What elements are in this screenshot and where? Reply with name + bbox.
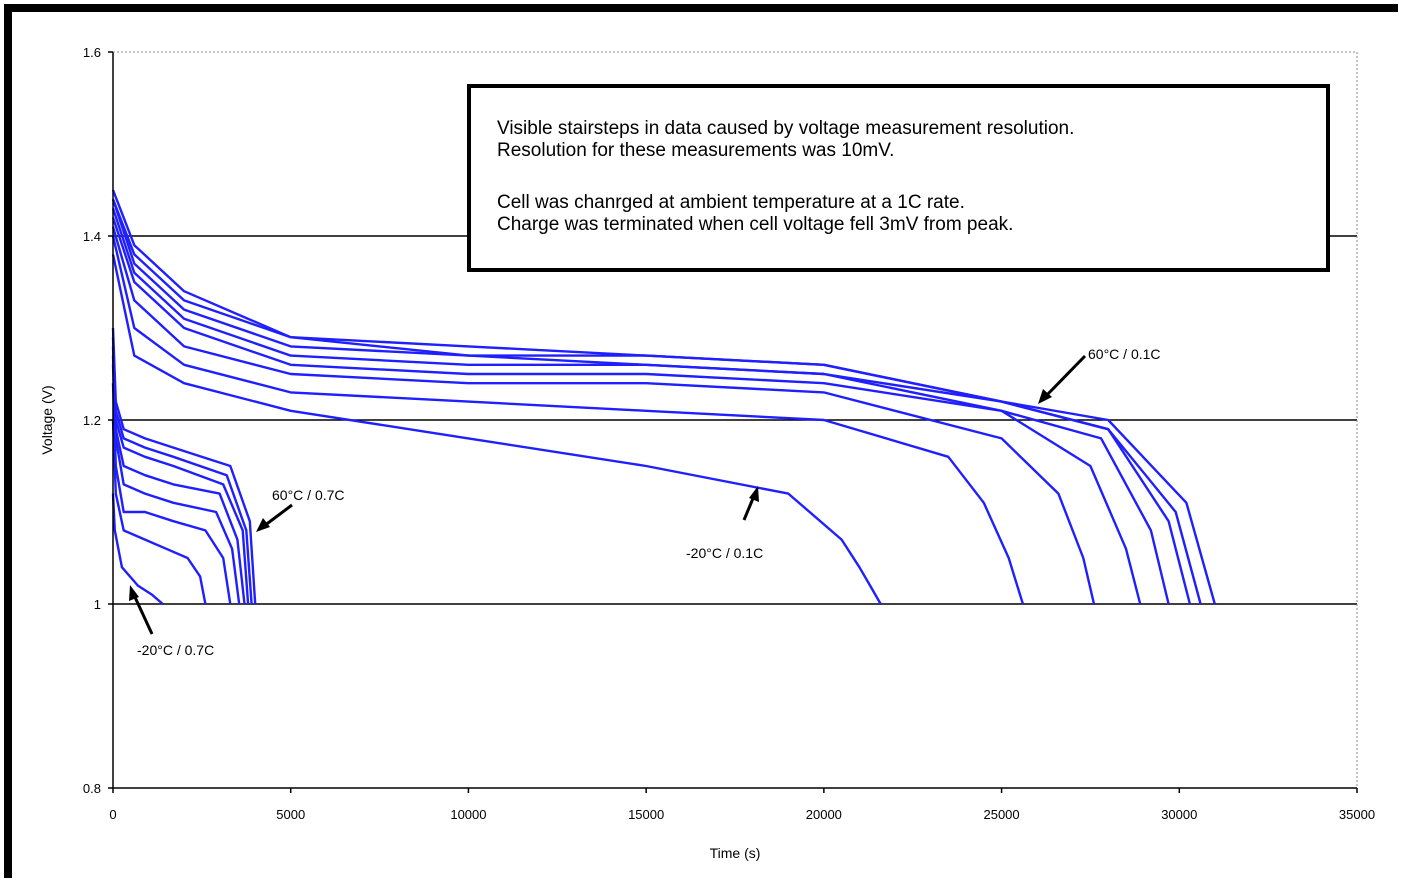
y-tick-label: 1.2 — [83, 413, 101, 428]
annotation-60c-07c: 60°C / 0.7C — [256, 487, 345, 532]
x-tick-label: 5000 — [276, 807, 305, 822]
series-line-14 — [111, 346, 250, 605]
x-tick-label: 35000 — [1339, 807, 1375, 822]
series-line-2 — [111, 235, 1025, 605]
y-tick-label: 1.6 — [83, 45, 101, 60]
annotation-arrow-60c-07c — [263, 503, 293, 528]
series-line-11 — [111, 383, 232, 605]
x-tick-label: 0 — [109, 807, 116, 822]
x-axis-title: Time (s) — [710, 845, 761, 861]
series-line-8 — [111, 189, 1216, 605]
data-series — [111, 189, 1216, 605]
annotation-m20c-07c: -20°C / 0.7C — [129, 585, 214, 658]
x-tick-label: 10000 — [450, 807, 486, 822]
measurement-note-box: Visible stairsteps in data caused by vol… — [467, 84, 1330, 272]
annotation-label-60c-01c: 60°C / 0.1C — [1088, 346, 1161, 362]
note-line-4: Charge was terminated when cell voltage … — [497, 214, 1014, 235]
y-tick-label: 0.8 — [83, 781, 101, 796]
annotation-arrow-60c-01c — [1043, 354, 1087, 399]
y-tick-label: 1.4 — [83, 229, 101, 244]
series-line-3 — [111, 226, 1096, 605]
series-line-4 — [111, 217, 1142, 605]
arrowhead-icon — [256, 518, 270, 532]
arrowhead-icon — [749, 486, 759, 502]
x-tick-label: 30000 — [1161, 807, 1197, 822]
note-line-3: Cell was chanrged at ambient temperature… — [497, 192, 965, 213]
annotation-label-m20c-01c: -20°C / 0.1C — [686, 545, 763, 561]
annotation-m20c-01c: -20°C / 0.1C — [686, 486, 763, 561]
annotation-60c-01c: 60°C / 0.1C — [1038, 346, 1161, 404]
annotation-label-60c-07c: 60°C / 0.7C — [272, 487, 345, 503]
annotation-arrow-m20c-07c — [132, 594, 154, 635]
axis-ticks: 0.8 1 1.2 1.4 1.6 0 5000 10000 15000 20000 25000 30… — [83, 45, 1375, 822]
series-line-9 — [111, 493, 164, 605]
series-line-6 — [111, 198, 1192, 605]
x-tick-label: 15000 — [628, 807, 664, 822]
chart-frame — [4, 4, 1398, 878]
x-tick-label: 25000 — [983, 807, 1019, 822]
arrowhead-icon — [1038, 389, 1052, 404]
note-line-1: Visible stairsteps in data caused by vol… — [497, 118, 1075, 139]
series-line-15 — [111, 337, 253, 605]
series-line-1 — [111, 254, 882, 605]
annotation-arrow-m20c-01c — [742, 495, 756, 521]
series-line-16 — [111, 327, 257, 605]
series-line-10 — [111, 419, 207, 605]
annotation-label-m20c-07c: -20°C / 0.7C — [137, 642, 214, 658]
y-tick-label: 1 — [94, 597, 101, 612]
note-line-2: Resolution for these measurements was 10… — [497, 140, 895, 161]
y-axis-title: Voltage (V) — [39, 385, 55, 454]
series-line-13 — [111, 355, 246, 605]
x-tick-label: 20000 — [806, 807, 842, 822]
arrowhead-icon — [129, 585, 139, 601]
series-line-12 — [111, 364, 241, 605]
